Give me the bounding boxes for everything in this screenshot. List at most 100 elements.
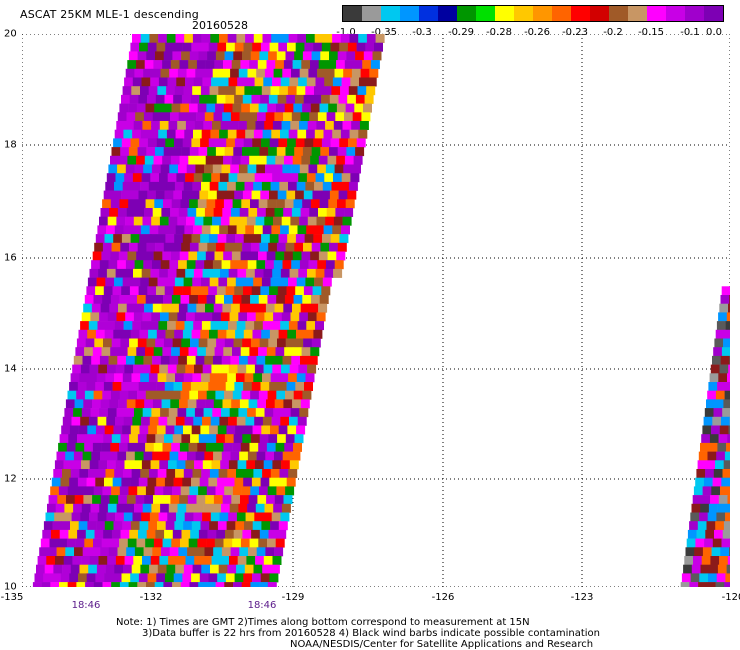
swath-cell <box>69 382 79 391</box>
swath-cell <box>212 408 222 418</box>
swath-cell <box>195 164 205 174</box>
swath-cell <box>192 86 202 96</box>
swath-cell <box>256 451 266 461</box>
swath-cell <box>137 434 147 444</box>
swath-cell <box>708 442 718 452</box>
swath-cell <box>264 408 274 418</box>
swath-cell <box>253 86 263 96</box>
swath-cell <box>150 460 160 470</box>
swath-cell <box>194 556 204 565</box>
swath-cell <box>244 469 254 478</box>
swath-cell <box>285 51 295 61</box>
swath-cell <box>266 251 276 261</box>
swath-cell <box>279 277 289 287</box>
swath-cell <box>313 138 323 148</box>
swath-cell <box>235 181 245 191</box>
swath-cell <box>87 329 97 339</box>
swath-cell <box>152 260 161 270</box>
swath-cell <box>249 103 259 113</box>
swath-cell <box>278 521 288 531</box>
swath-cell <box>225 94 235 104</box>
swath-cell <box>345 103 355 113</box>
swath-cell <box>204 164 214 174</box>
swath-cell <box>196 495 206 505</box>
swath-cell <box>78 329 88 339</box>
swath-cell <box>98 556 108 565</box>
swath-cell <box>321 42 331 52</box>
swath-cell <box>182 42 192 52</box>
swath-cell <box>680 582 690 587</box>
swath-cell <box>225 190 235 200</box>
swath-cell <box>252 138 262 148</box>
swath-cell <box>192 181 202 191</box>
swath-cell <box>165 329 175 339</box>
swath-cell <box>218 277 228 287</box>
swath-cell <box>63 460 73 470</box>
swath-cell <box>314 225 324 235</box>
swath-cell <box>107 556 117 565</box>
swath-cell <box>84 295 94 304</box>
swath-cell <box>175 469 185 478</box>
swath-cell <box>132 173 142 183</box>
swath-cell <box>177 121 187 130</box>
swath-cell <box>123 564 132 574</box>
swath-cell <box>701 556 711 565</box>
swath-cell <box>116 503 126 513</box>
swath-cell <box>184 321 194 331</box>
swath-cell <box>202 173 212 183</box>
swath-cell <box>250 147 260 157</box>
swath-cell <box>296 181 306 191</box>
swath-cell <box>282 68 292 78</box>
swath-cell <box>221 355 231 365</box>
swath-cell <box>170 495 180 505</box>
swath-cell <box>173 573 183 583</box>
swath-cell <box>104 573 114 583</box>
swath-cell <box>166 129 176 139</box>
swath-cell <box>176 556 186 565</box>
swath-cell <box>163 199 172 209</box>
swath-cell <box>250 582 260 587</box>
swath-cell <box>66 495 75 505</box>
swath-cell <box>143 355 153 365</box>
swath-cell <box>174 138 183 148</box>
swath-cell <box>219 321 229 331</box>
swath-cell <box>58 486 68 496</box>
swath-cell <box>341 225 350 235</box>
swath-cell <box>264 312 274 322</box>
swath-cell <box>254 416 264 426</box>
swath-cell <box>206 538 216 548</box>
swath-cell <box>121 573 131 583</box>
swath-cell <box>96 564 106 574</box>
swath-cell <box>160 164 170 174</box>
swath-cell <box>702 425 712 435</box>
swath-cell <box>253 373 263 383</box>
swath-cell <box>188 442 198 452</box>
swath-cell <box>95 382 105 391</box>
swath-cell <box>225 573 235 583</box>
swath-cell <box>698 582 708 587</box>
swath-cell <box>215 582 225 587</box>
colorbar-swatch <box>685 6 704 21</box>
swath-cell <box>251 94 261 104</box>
swath-cell <box>310 103 320 113</box>
swath-cell <box>282 355 292 365</box>
swath-cell <box>182 190 191 200</box>
swath-cell <box>40 538 50 548</box>
swath-cell <box>236 512 246 522</box>
swath-cell <box>270 521 280 531</box>
swath-cell <box>316 216 326 226</box>
swath-cell <box>120 147 130 157</box>
swath-cell <box>289 460 299 470</box>
swath-cell <box>127 538 137 548</box>
swath-cell <box>190 286 200 296</box>
swath-cell <box>291 208 301 217</box>
swath-cell <box>259 529 269 539</box>
swath-cell <box>343 68 353 78</box>
swath-cell <box>714 529 723 539</box>
swath-cell <box>113 521 123 531</box>
swath-cell <box>228 321 237 331</box>
swath-cell <box>117 164 127 174</box>
swath-cell <box>722 469 730 478</box>
swath-cell <box>205 251 215 261</box>
swath-cell <box>165 138 175 148</box>
